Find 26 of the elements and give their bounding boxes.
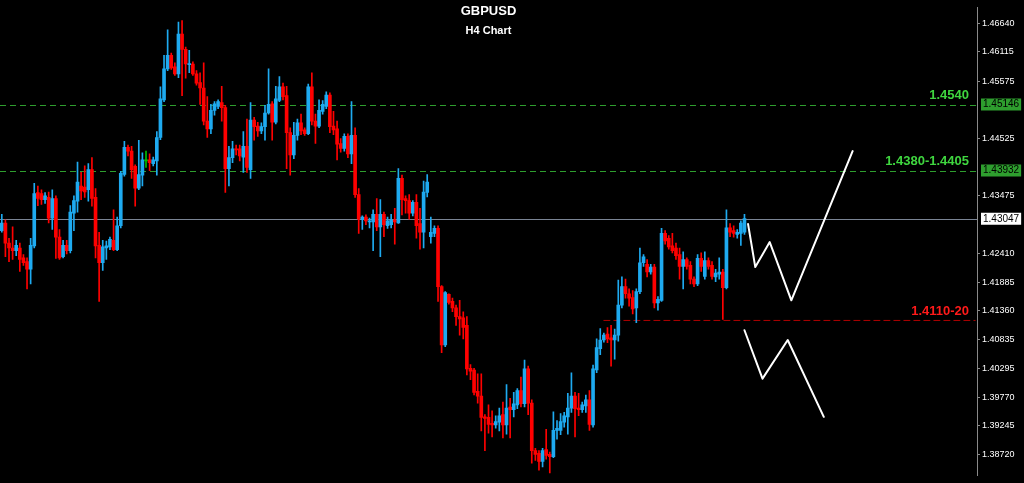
y-tick-label: 1.46640 [982,17,1015,28]
y-tick-label: 1.43475 [982,189,1015,200]
candlestick [371,209,375,252]
ref-line-label: 1.45146 [983,98,1020,110]
y-tick-label: 1.44525 [982,132,1015,143]
text: H4 Chart [465,24,512,37]
ref-line-label: 1.43932 [983,164,1020,176]
y-tick-label: 1.41360 [982,305,1015,316]
candlestick [508,397,512,439]
candlestick [428,216,433,244]
y-tick-label: 1.46115 [982,46,1014,57]
y-tick-label: 1.42410 [982,247,1015,258]
annotation: 1.4110-20 [911,302,969,318]
y-tick-label: 1.40295 [982,363,1015,374]
annotation: 1.4380-1.4405 [885,152,969,168]
annotation: 1.4540 [929,86,969,102]
y-tick-label: 1.38720 [982,448,1015,459]
ref-line-label: 1.43047 [983,212,1020,224]
candlestick [490,410,494,438]
y-tick-label: 1.39770 [982,391,1015,402]
candlestick [180,20,184,96]
y-tick-label: 1.41885 [982,276,1015,287]
chart-title: GBPUSD [460,2,517,18]
y-tick-label: 1.39245 [982,420,1015,431]
y-tick-label: 1.40835 [982,333,1015,344]
y-tick-label: 1.45575 [982,75,1015,86]
